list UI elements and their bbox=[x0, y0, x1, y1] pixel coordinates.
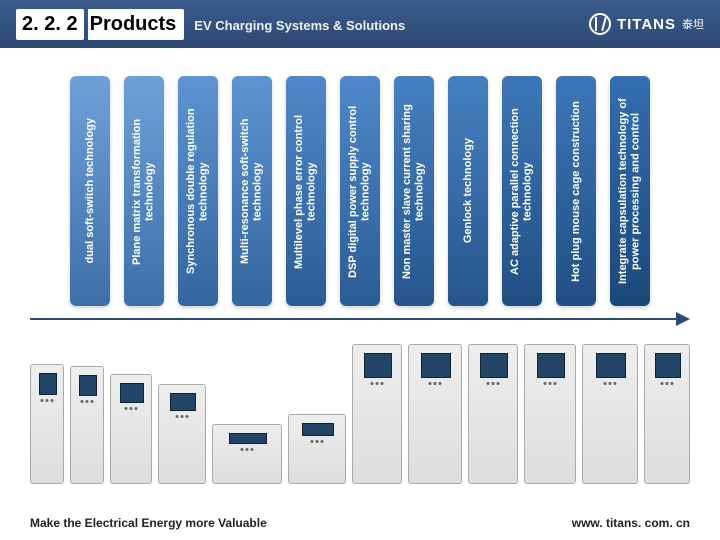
technology-bar: Non master slave current sharing technol… bbox=[394, 76, 434, 306]
technology-bar-label: dual soft-switch technology bbox=[84, 112, 97, 269]
technology-bar-label: AC adaptive parallel connection technolo… bbox=[509, 84, 534, 299]
technology-bar-label: Integrate capsulation technology of powe… bbox=[617, 84, 642, 299]
footer-url: www. titans. com. cn bbox=[572, 516, 690, 530]
technology-bar-label: DSP digital power supply control technol… bbox=[347, 84, 372, 299]
product-controls-icon bbox=[125, 407, 138, 410]
technology-bar: Synchronous double regulation technology bbox=[178, 76, 218, 306]
technology-bar: Multi-resonance soft-switch technology bbox=[232, 76, 272, 306]
technology-bars: dual soft-switch technology Plane matrix … bbox=[30, 76, 690, 306]
product-images-row bbox=[0, 334, 720, 484]
arrow-head-icon bbox=[676, 312, 690, 326]
product-controls-icon bbox=[604, 382, 617, 385]
product-image bbox=[524, 344, 576, 484]
product-image bbox=[644, 344, 690, 484]
product-display-icon bbox=[229, 433, 268, 444]
product-controls-icon bbox=[311, 440, 324, 443]
technology-bar: AC adaptive parallel connection technolo… bbox=[502, 76, 542, 306]
technology-bar-label: Multilevel phase error control technolog… bbox=[293, 84, 318, 299]
technology-bar: Genlock technology bbox=[448, 76, 488, 306]
technology-bar: dual soft-switch technology bbox=[70, 76, 110, 306]
title-block: 2. 2. 2 Products EV Charging Systems & S… bbox=[16, 9, 405, 40]
product-display-icon bbox=[596, 353, 627, 378]
product-controls-icon bbox=[241, 448, 254, 451]
slide-body: dual soft-switch technology Plane matrix … bbox=[0, 48, 720, 306]
product-controls-icon bbox=[176, 415, 189, 418]
timeline-arrow bbox=[30, 312, 690, 326]
product-image bbox=[158, 384, 206, 484]
technology-bar: Hot plug mouse cage construction bbox=[556, 76, 596, 306]
product-controls-icon bbox=[661, 382, 674, 385]
product-controls-icon bbox=[487, 382, 500, 385]
technology-bar-label: Non master slave current sharing technol… bbox=[401, 84, 426, 299]
technology-bar: Integrate capsulation technology of powe… bbox=[610, 76, 650, 306]
section-number: 2. 2. 2 bbox=[16, 9, 84, 40]
product-image bbox=[70, 366, 104, 484]
brand-logo: TITANS 泰坦 bbox=[589, 13, 704, 35]
product-display-icon bbox=[364, 353, 392, 378]
product-image bbox=[468, 344, 518, 484]
product-display-icon bbox=[302, 423, 334, 436]
footer-tagline: Make the Electrical Energy more Valuable bbox=[30, 516, 267, 530]
logo-icon bbox=[589, 13, 611, 35]
product-image bbox=[408, 344, 462, 484]
technology-bar: Multilevel phase error control technolog… bbox=[286, 76, 326, 306]
product-image bbox=[352, 344, 402, 484]
technology-bar: Plane matrix transformation technology bbox=[124, 76, 164, 306]
product-image bbox=[212, 424, 282, 484]
product-controls-icon bbox=[371, 382, 384, 385]
product-display-icon bbox=[79, 375, 98, 396]
arrow-line bbox=[30, 318, 676, 320]
logo-cn: 泰坦 bbox=[682, 16, 704, 32]
slide-header: 2. 2. 2 Products EV Charging Systems & S… bbox=[0, 0, 720, 48]
product-controls-icon bbox=[41, 399, 54, 402]
product-image bbox=[30, 364, 64, 484]
slide-subtitle: EV Charging Systems & Solutions bbox=[194, 18, 405, 33]
product-image bbox=[110, 374, 152, 484]
technology-bar-label: Genlock technology bbox=[462, 132, 475, 249]
product-controls-icon bbox=[429, 382, 442, 385]
technology-bar: DSP digital power supply control technol… bbox=[340, 76, 380, 306]
product-controls-icon bbox=[544, 382, 557, 385]
product-display-icon bbox=[480, 353, 508, 378]
product-display-icon bbox=[120, 383, 143, 403]
product-image bbox=[582, 344, 638, 484]
technology-bar-label: Multi-resonance soft-switch technology bbox=[239, 84, 264, 299]
product-display-icon bbox=[655, 353, 680, 378]
product-controls-icon bbox=[81, 400, 94, 403]
technology-bar-label: Synchronous double regulation technology bbox=[185, 84, 210, 299]
technology-bar-label: Plane matrix transformation technology bbox=[131, 84, 156, 299]
product-display-icon bbox=[170, 393, 196, 411]
product-display-icon bbox=[537, 353, 566, 378]
slide-title: Products bbox=[88, 9, 185, 40]
product-image bbox=[288, 414, 346, 484]
product-display-icon bbox=[421, 353, 451, 378]
slide-footer: Make the Electrical Energy more Valuable… bbox=[0, 516, 720, 530]
logo-text: TITANS bbox=[617, 16, 676, 33]
product-display-icon bbox=[39, 373, 58, 395]
technology-bar-label: Hot plug mouse cage construction bbox=[570, 95, 583, 288]
